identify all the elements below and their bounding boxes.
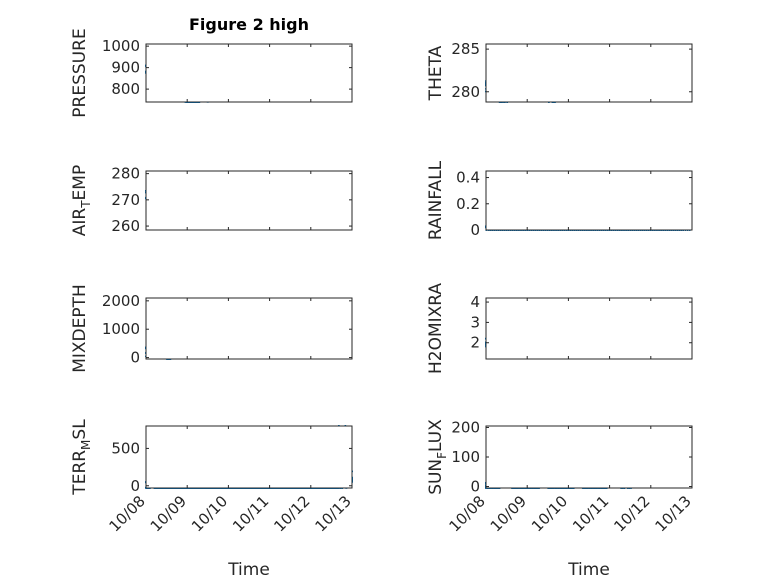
axes-frame — [485, 297, 693, 360]
y-tick-label: 0.4 — [456, 169, 480, 187]
x-tick-label: 10/13 — [652, 492, 695, 535]
y-tick-label: 0 — [470, 221, 480, 239]
y-tick-label: 270 — [111, 191, 140, 209]
y-tick-label: 200 — [451, 418, 480, 436]
y-axis-label: THETA — [426, 45, 446, 101]
axes-frame — [485, 170, 693, 231]
y-tick-label: 4 — [470, 293, 480, 311]
subplot-pressure: 800 900 1000 PRESSURE Figure 2 high — [70, 15, 353, 118]
y-tick-label: 1000 — [102, 37, 140, 55]
x-tick-label: 10/10 — [528, 492, 571, 535]
x-axis-label: Time — [567, 560, 610, 580]
subplot-theta: 280 285 THETA — [426, 40, 693, 103]
subplot-mixdepth: 0 1000 2000 MIXDEPTH — [70, 284, 353, 373]
axes-frame — [145, 425, 353, 489]
y-tick-label: 280 — [451, 83, 480, 101]
y-tick-label: 100 — [451, 448, 480, 466]
y-axis-label: MIXDEPTH — [70, 284, 90, 373]
y-axis-label: PRESSURE — [70, 28, 90, 117]
axes-frame — [485, 43, 693, 103]
y-tick-label: 260 — [111, 217, 140, 235]
x-tick-label: 10/09 — [487, 492, 530, 535]
subplot-rainfall: 0 0.2 0.4 RAINFALL — [426, 160, 693, 240]
axes-frame — [145, 43, 353, 103]
y-axis-label: TERRMSL — [70, 419, 93, 496]
axes-frame — [145, 170, 353, 231]
y-tick-label: 2000 — [102, 292, 140, 310]
x-axis-label: Time — [227, 560, 270, 580]
y-tick-label: 285 — [451, 40, 480, 58]
y-tick-label: 0 — [470, 478, 480, 496]
y-tick-label: 3 — [470, 313, 480, 331]
figure-title: Figure 2 high — [189, 15, 309, 34]
y-axis-label: AIRTEMP — [70, 165, 93, 236]
y-tick-label: 900 — [111, 59, 140, 77]
x-tick-label: 10/11 — [569, 492, 612, 535]
subplot-airtemp: 260 270 280 AIRTEMP — [70, 165, 353, 236]
x-tick-label: 10/12 — [610, 492, 653, 535]
y-tick-label: 500 — [111, 439, 140, 457]
subplot-h2omixra: 2 3 4 H2OMIXRA — [426, 283, 693, 374]
y-axis-label: SUNFLUX — [426, 419, 449, 495]
y-tick-label: 800 — [111, 80, 140, 98]
y-tick-label: 280 — [111, 165, 140, 183]
x-tick-label: 10/12 — [270, 492, 313, 535]
y-tick-label: 0 — [130, 349, 140, 367]
x-tick-label: 10/11 — [229, 492, 272, 535]
x-tick-label: 10/08 — [446, 492, 489, 535]
y-tick-label: 1000 — [102, 320, 140, 338]
x-tick-label: 10/13 — [312, 492, 355, 535]
y-tick-label: 2 — [470, 334, 480, 352]
x-tick-label: 10/10 — [188, 492, 231, 535]
y-tick-label: 0.2 — [456, 195, 480, 213]
axes-frame — [485, 425, 693, 489]
y-axis-label: RAINFALL — [426, 160, 446, 240]
x-tick-label: 10/08 — [106, 492, 149, 535]
y-tick-label: 0 — [130, 477, 140, 495]
y-axis-label: H2OMIXRA — [426, 283, 446, 374]
axes-frame — [145, 297, 353, 360]
x-tick-label: 10/09 — [147, 492, 190, 535]
